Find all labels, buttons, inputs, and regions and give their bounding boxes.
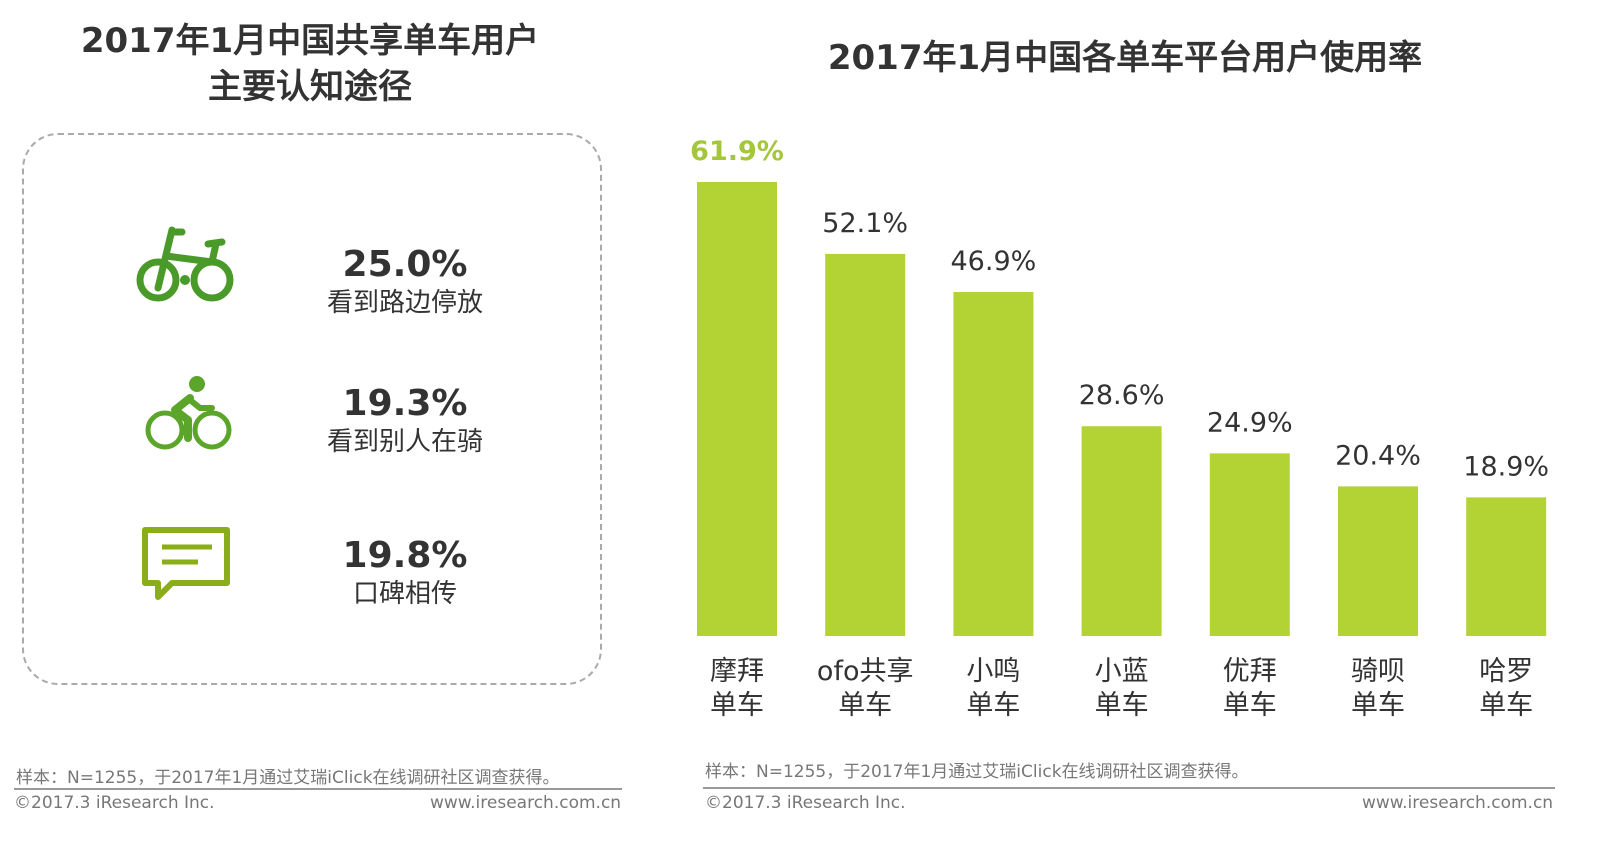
right-website: www.iresearch.com.cn xyxy=(1362,793,1554,813)
category-label-2-0: 小鸣 xyxy=(966,656,1020,687)
data-label-1: 52.1% xyxy=(822,208,908,239)
bar-6 xyxy=(1466,497,1547,636)
right-sample-note: 样本：N=1255，于2017年1月通过艾瑞iClick在线调研社区调查获得。 xyxy=(705,762,1249,782)
chat-bubble-icon xyxy=(130,525,240,615)
cyclist-icon xyxy=(130,370,240,460)
category-label-4-0: 优拜 xyxy=(1223,656,1277,687)
right-copyright: ©2017.3 iResearch Inc. xyxy=(705,793,906,813)
category-label-5-1: 单车 xyxy=(1351,690,1405,721)
category-label-2-1: 单车 xyxy=(966,690,1020,721)
category-label-6-1: 单车 xyxy=(1479,690,1533,721)
data-label-5: 20.4% xyxy=(1335,440,1421,471)
data-label-4: 24.9% xyxy=(1207,407,1293,438)
data-label-6: 18.9% xyxy=(1463,451,1549,482)
right-divider xyxy=(703,787,1555,789)
bar-0 xyxy=(697,182,777,636)
left-title: 2017年1月中国共享单车用户 主要认知途径 xyxy=(80,21,540,107)
bar-4 xyxy=(1209,453,1290,636)
category-label-1-1: 单车 xyxy=(838,690,892,721)
bar-3 xyxy=(1081,426,1162,636)
category-label-3-1: 单车 xyxy=(1095,690,1149,721)
category-label-0-0: 摩拜 xyxy=(710,656,764,687)
stat-others-riding: 19.3% 看到别人在骑 xyxy=(326,383,483,457)
awareness-box xyxy=(22,133,602,685)
stat-word-of-mouth: 19.8% 口碑相传 xyxy=(342,535,468,609)
bar-chart: 61.9%摩拜单车52.1%ofo共享单车46.9%小鸣单车28.6%小蓝单车2… xyxy=(690,136,1549,721)
chart-title: 2017年1月中国各单车平台用户使用率 xyxy=(827,38,1423,78)
bar-2 xyxy=(953,292,1034,636)
data-label-0: 61.9% xyxy=(690,136,784,167)
left-copyright: ©2017.3 iResearch Inc. xyxy=(14,793,215,813)
bar-5 xyxy=(1338,486,1418,636)
data-label-2: 46.9% xyxy=(951,246,1037,277)
left-divider xyxy=(14,788,622,790)
category-label-5-0: 骑呗 xyxy=(1351,656,1405,687)
bar-1 xyxy=(825,253,906,636)
stat-roadside: 25.0% 看到路边停放 xyxy=(326,244,483,318)
category-label-1-0: ofo共享 xyxy=(817,656,914,687)
category-label-0-1: 单车 xyxy=(710,690,764,721)
category-label-6-0: 哈罗 xyxy=(1479,656,1533,687)
category-label-4-1: 单车 xyxy=(1223,690,1277,721)
left-sample-note: 样本：N=1255，于2017年1月通过艾瑞iClick在线调研社区调查获得。 xyxy=(16,768,560,788)
data-label-3: 28.6% xyxy=(1079,380,1165,411)
bicycle-icon xyxy=(130,222,240,312)
category-label-3-0: 小蓝 xyxy=(1095,656,1149,687)
left-website: www.iresearch.com.cn xyxy=(430,793,622,813)
